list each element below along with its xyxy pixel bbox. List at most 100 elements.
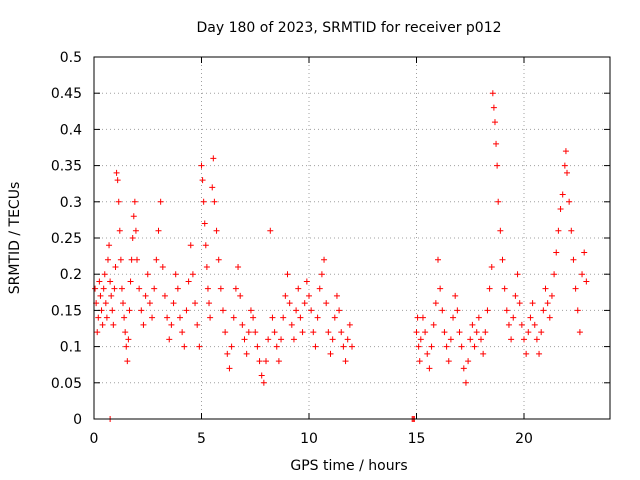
data-point xyxy=(174,285,181,292)
data-point xyxy=(198,162,205,169)
data-point xyxy=(101,271,108,278)
data-point xyxy=(273,343,280,350)
x-tick-label: 15 xyxy=(408,431,426,447)
data-point xyxy=(192,300,199,307)
data-point xyxy=(516,300,523,307)
data-point xyxy=(288,321,295,328)
data-point xyxy=(256,358,263,365)
data-point xyxy=(127,278,134,285)
data-point xyxy=(247,307,254,314)
data-point xyxy=(202,242,209,249)
data-point xyxy=(113,169,120,176)
data-point xyxy=(250,314,257,321)
data-point xyxy=(493,140,500,147)
data-point xyxy=(538,329,545,336)
data-point xyxy=(583,278,590,285)
data-point xyxy=(126,307,133,314)
x-axis-label: GPS time / hours xyxy=(290,458,407,474)
data-point xyxy=(196,343,203,350)
data-point xyxy=(340,343,347,350)
data-point xyxy=(559,191,566,198)
data-point xyxy=(138,307,145,314)
data-point xyxy=(112,263,119,270)
data-point xyxy=(494,162,501,169)
data-point xyxy=(128,256,135,263)
data-point xyxy=(151,285,158,292)
data-point xyxy=(551,271,558,278)
data-point xyxy=(325,329,332,336)
data-point xyxy=(570,256,577,263)
data-point xyxy=(333,292,340,299)
data-point xyxy=(144,271,151,278)
data-point xyxy=(206,300,213,307)
data-point xyxy=(269,314,276,321)
data-point xyxy=(122,329,129,336)
x-tick-label: 0 xyxy=(90,431,99,447)
data-point xyxy=(469,321,476,328)
data-point xyxy=(290,336,297,343)
data-point xyxy=(422,329,429,336)
data-point xyxy=(200,198,207,205)
data-point xyxy=(241,336,248,343)
data-point xyxy=(475,314,482,321)
data-point xyxy=(220,307,226,314)
data-point xyxy=(529,300,536,307)
data-point xyxy=(107,278,114,285)
data-point xyxy=(293,307,300,314)
data-point xyxy=(314,314,321,321)
data-point xyxy=(439,307,446,314)
data-point xyxy=(172,271,179,278)
data-point xyxy=(561,162,568,169)
data-point xyxy=(275,358,282,365)
data-point xyxy=(115,198,122,205)
data-point xyxy=(303,278,310,285)
data-point xyxy=(489,90,496,97)
data-point xyxy=(203,263,210,270)
y-axis-ticks: 0 0.05 0.1 0.15 0.2 0.25 0.3 0.35 0.4 0.45 0.5 xyxy=(51,50,610,428)
data-point xyxy=(164,314,171,321)
data-point xyxy=(435,256,441,263)
data-point xyxy=(106,242,113,249)
data-point xyxy=(120,300,127,307)
data-point xyxy=(217,285,224,292)
data-point xyxy=(207,314,214,321)
data-point xyxy=(189,271,196,278)
data-point xyxy=(254,343,261,350)
data-point xyxy=(443,343,450,350)
data-point xyxy=(155,227,162,234)
data-point xyxy=(574,307,581,314)
data-point xyxy=(187,242,194,249)
data-point xyxy=(237,292,244,299)
data-point xyxy=(245,329,252,336)
data-point xyxy=(460,365,467,372)
data-point xyxy=(161,292,168,299)
data-point xyxy=(222,329,229,336)
data-point xyxy=(544,300,551,307)
data-point xyxy=(104,256,111,263)
data-point xyxy=(501,285,508,292)
data-point xyxy=(465,358,472,365)
data-point xyxy=(441,329,448,336)
x-axis-ticks: 0 5 10 15 20 xyxy=(90,57,533,447)
grid-lines xyxy=(94,57,610,419)
data-point xyxy=(527,314,534,321)
data-point xyxy=(228,343,235,350)
data-point xyxy=(235,263,242,270)
data-point xyxy=(146,300,153,307)
data-point xyxy=(426,365,433,372)
data-point xyxy=(308,307,315,314)
data-point xyxy=(108,292,115,299)
data-point xyxy=(209,184,216,191)
data-point xyxy=(471,343,478,350)
data-point xyxy=(94,329,101,336)
data-point xyxy=(518,321,525,328)
data-point xyxy=(414,314,421,321)
data-point xyxy=(116,227,123,234)
y-tick-label: 0.3 xyxy=(60,195,82,211)
data-point xyxy=(542,285,549,292)
data-point xyxy=(295,285,302,292)
plot-frame xyxy=(93,56,611,420)
y-tick-label: 0.1 xyxy=(60,340,82,356)
data-point xyxy=(114,177,121,184)
data-point xyxy=(342,358,349,365)
